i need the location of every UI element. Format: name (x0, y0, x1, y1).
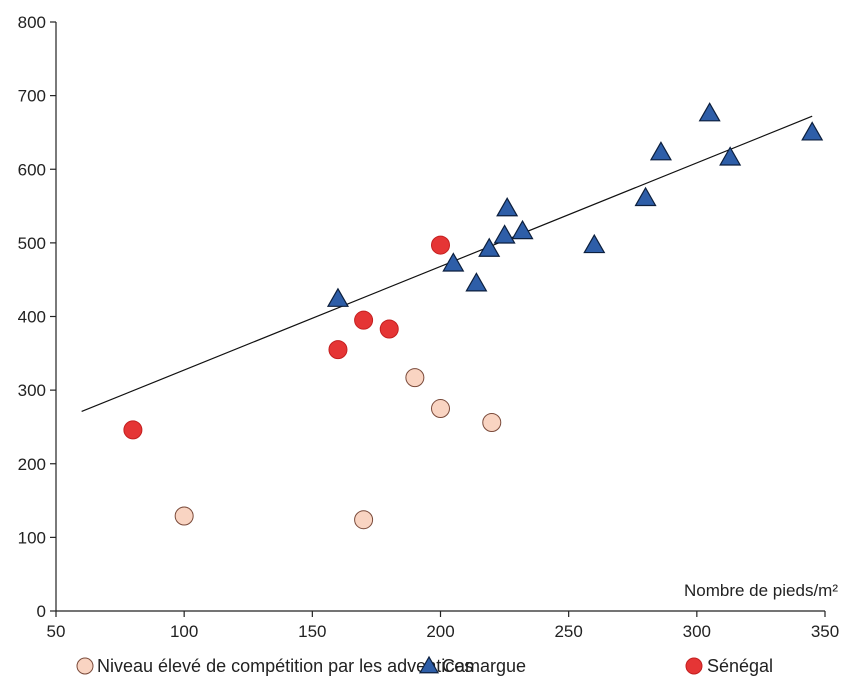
y-tick-label: 400 (18, 308, 46, 327)
data-points (123, 102, 824, 530)
legend-marker-circle (685, 657, 703, 675)
legend: Niveau élevé de compétition par les adve… (76, 655, 773, 676)
point-senegal (328, 340, 348, 360)
x-tick-label: 350 (811, 622, 839, 641)
y-tick-label: 700 (18, 87, 46, 106)
legend-label: Niveau élevé de compétition par les adve… (97, 656, 473, 676)
point-competition (354, 510, 374, 530)
x-tick-label: 250 (554, 622, 582, 641)
point-camargue (698, 102, 721, 122)
point-camargue (442, 252, 465, 272)
point-camargue (583, 233, 606, 254)
point-camargue (326, 287, 350, 307)
y-tick-label: 800 (18, 13, 46, 32)
point-senegal (379, 319, 399, 339)
point-senegal (123, 420, 143, 440)
point-competition (174, 506, 194, 526)
point-camargue (634, 186, 657, 207)
legend-item-competition: Niveau élevé de compétition par les adve… (76, 656, 473, 676)
point-camargue (649, 141, 672, 161)
legend-marker-circle (76, 657, 94, 675)
x-tick-label: 100 (170, 622, 198, 641)
legend-item-senegal: Sénégal (685, 656, 773, 676)
y-tick-label: 200 (18, 455, 46, 474)
legend-label: Camargue (442, 656, 526, 676)
point-senegal (354, 310, 374, 330)
point-senegal (431, 235, 450, 255)
point-competition (405, 368, 425, 388)
x-tick-label: 300 (683, 622, 711, 641)
y-tick-label: 500 (18, 234, 46, 253)
legend-label: Sénégal (707, 656, 773, 676)
point-camargue (719, 146, 742, 166)
y-tick-label: 300 (18, 381, 46, 400)
point-camargue (511, 219, 534, 240)
point-competition (482, 413, 502, 433)
y-tick-label: 100 (18, 528, 46, 547)
point-camargue (801, 121, 824, 141)
x-tick-label: 50 (47, 622, 66, 641)
x-axis-label: Nombre de pieds/m² (684, 581, 838, 600)
point-camargue (478, 237, 501, 257)
x-tick-label: 150 (298, 622, 326, 641)
x-tick-label: 200 (426, 622, 454, 641)
point-camargue (496, 197, 519, 217)
axes: 0 100 200 300 400 500 600 700 800 50 100 150 200 250 3… (18, 13, 840, 641)
y-tick-label: 0 (37, 602, 46, 621)
y-tick-label: 600 (18, 160, 46, 179)
point-competition (431, 399, 450, 419)
point-camargue (493, 224, 516, 244)
legend-marker-triangle (418, 655, 440, 674)
legend-item-camargue: Camargue (418, 655, 526, 676)
point-camargue (465, 272, 488, 292)
